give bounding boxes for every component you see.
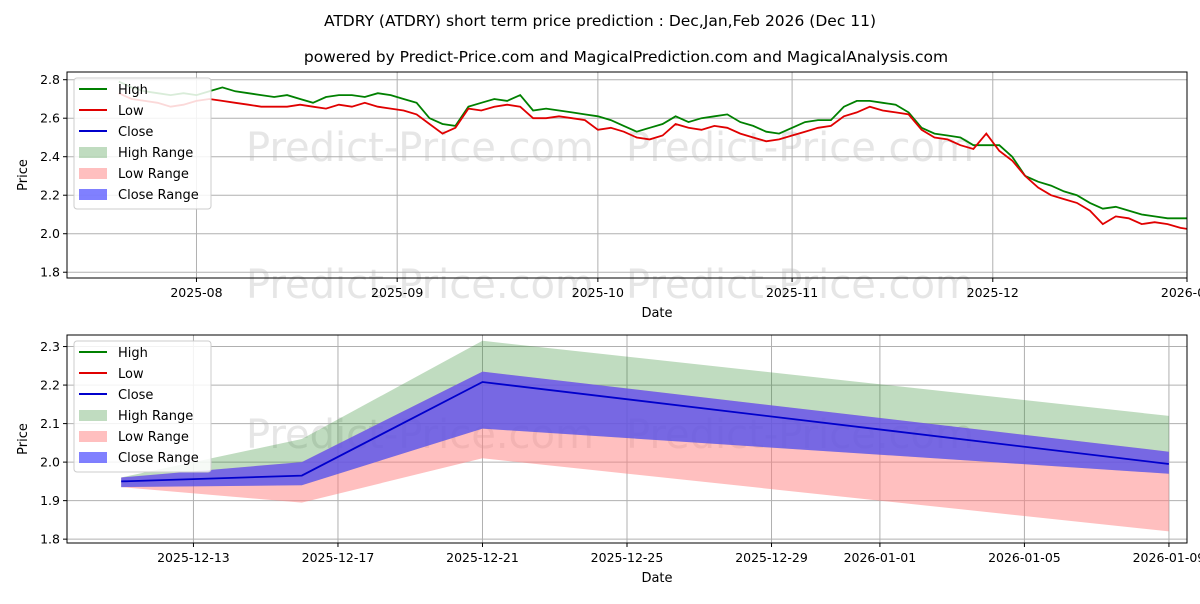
- x-axis-label: Date: [641, 306, 672, 321]
- legend-swatch-patch: [79, 147, 107, 158]
- x-tick-label: 2026-01-09: [1133, 550, 1200, 565]
- y-tick-label: 2.6: [40, 111, 60, 126]
- plot-area: [118, 80, 1187, 230]
- y-axis-label: Price: [16, 159, 31, 191]
- legend-box: [73, 340, 212, 473]
- x-tick-label: 2025-10: [572, 285, 624, 300]
- x-tick-label: 2025-12-17: [302, 550, 375, 565]
- x-tick-label: 2025-12-21: [446, 550, 519, 565]
- legend: High Low Close High Range Low Range Close Ran…: [73, 77, 212, 210]
- close-line: [121, 381, 1170, 483]
- close-range-band: [121, 371, 1169, 488]
- legend-swatch-patch: [79, 168, 107, 179]
- watermark-text: Predict-Price.com: [246, 125, 594, 171]
- x-tick-label: 2025-12-25: [591, 550, 664, 565]
- top-panel: Predict-Price.com Predict-Price.com Predic…: [16, 71, 1200, 321]
- x-tick-label: 2026-01-01: [844, 550, 917, 565]
- y-tick-label: 2.8: [40, 72, 60, 87]
- low-line-late: [1024, 175, 1187, 230]
- legend-label: Close: [118, 388, 153, 403]
- x-tick-label: 2025-12-29: [735, 550, 808, 565]
- legend-label: Low: [118, 104, 144, 119]
- y-tick-label: 2.2: [40, 188, 60, 203]
- legend-label: Low Range: [118, 167, 189, 182]
- low-range-band: [121, 371, 1169, 532]
- y-tick-label: 2.3: [40, 339, 60, 354]
- x-tick-label: 2025-11: [766, 285, 818, 300]
- high-line: [118, 80, 1026, 177]
- legend-swatch-patch: [79, 431, 107, 442]
- x-tick-label: 2026-01: [1161, 285, 1200, 300]
- y-tick-label: 2.0: [40, 455, 60, 470]
- watermark-text: Predict-Price.com: [626, 262, 974, 308]
- legend-label: Close: [118, 125, 153, 140]
- legend-box: [73, 77, 212, 210]
- plot-area: [121, 340, 1170, 532]
- chart-title: ATDRY (ATDRY) short term price predictio…: [324, 12, 876, 30]
- legend-swatch-patch: [79, 452, 107, 463]
- legend-label: Low: [118, 367, 144, 382]
- x-tick-label: 2025-08: [170, 285, 222, 300]
- watermark-text: Predict-Price.com: [626, 125, 974, 171]
- legend-label: High Range: [118, 146, 193, 161]
- x-tick-label: 2025-09: [371, 285, 423, 300]
- legend-label: High Range: [118, 409, 193, 424]
- x-tick-label: 2025-12-13: [157, 550, 230, 565]
- axes-frame: [66, 71, 1188, 279]
- y-tick-label: 1.8: [40, 532, 60, 547]
- legend-label: High: [118, 83, 148, 98]
- y-tick-label: 2.1: [40, 416, 60, 431]
- watermark-text: Predict-Price.com: [246, 262, 594, 308]
- x-tick-label: 2025-12: [967, 285, 1019, 300]
- y-tick-label: 1.9: [40, 493, 60, 508]
- y-tick-label: 2.2: [40, 378, 60, 393]
- y-tick-label: 2.4: [40, 149, 60, 164]
- y-tick-label: 2.0: [40, 226, 60, 241]
- legend-label: Low Range: [118, 430, 189, 445]
- x-axis-label: Date: [641, 571, 672, 586]
- legend-label: High: [118, 346, 148, 361]
- high-line-late: [1024, 175, 1187, 220]
- legend-swatch-patch: [79, 410, 107, 421]
- y-tick-label: 1.8: [40, 265, 60, 280]
- x-tick-label: 2026-01-05: [988, 550, 1061, 565]
- legend: High Low Close High Range Low Range Close Ran…: [73, 340, 212, 473]
- bottom-panel: Predict-Price.comPredict-Price.com2025-1…: [16, 334, 1200, 586]
- legend-label: Close Range: [118, 451, 199, 466]
- y-axis-label: Price: [16, 423, 31, 455]
- legend-label: Close Range: [118, 188, 199, 203]
- legend-swatch-patch: [79, 189, 107, 200]
- chart-subtitle: powered by Predict-Price.com and Magical…: [304, 48, 948, 66]
- low-line: [118, 92, 1026, 177]
